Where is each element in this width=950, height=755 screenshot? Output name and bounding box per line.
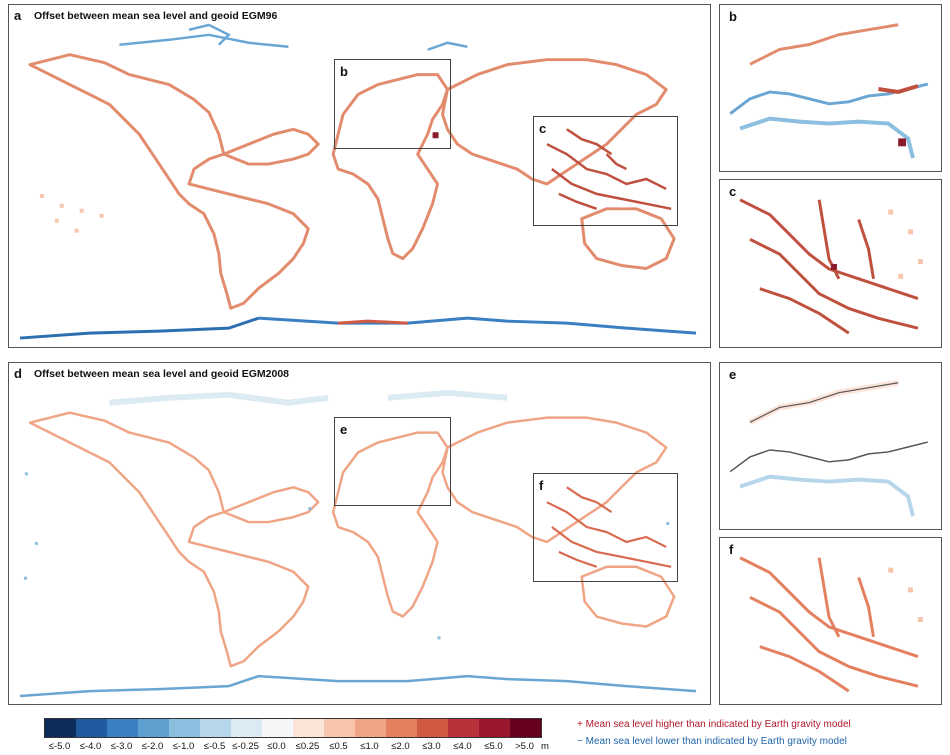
colorbar-tick-label: ≤-0.5 bbox=[203, 741, 226, 752]
coastline-pos-egm2008 bbox=[28, 411, 676, 668]
arctic-coast-egm96 bbox=[119, 23, 468, 51]
inset-letter-f: f bbox=[727, 542, 736, 557]
colorbar-swatch bbox=[262, 719, 293, 737]
colorbar-tick-label: ≤0.5 bbox=[329, 741, 348, 752]
panel-letter-d: d bbox=[14, 366, 22, 381]
maritime-se-asia-egm96 bbox=[546, 128, 672, 211]
antarctic-coast-egm2008 bbox=[19, 674, 697, 698]
colorbar-swatch bbox=[510, 719, 541, 737]
colorbar-swatch bbox=[355, 719, 386, 737]
antarctic-coast-egm96 bbox=[19, 316, 697, 340]
inset-letter-b: b bbox=[727, 9, 739, 24]
inset-panel-c: c bbox=[719, 179, 942, 348]
colorbar-tick-label: ≤-1.0 bbox=[172, 741, 195, 752]
colorbar-tick-label: ≤-2.0 bbox=[141, 741, 164, 752]
colorbar-tick-labels: ≤-5.0 ≤-4.0 ≤-3.0 ≤-2.0 ≤-1.0 ≤-0.5 ≤-0.25 ≤0.0… bbox=[44, 741, 540, 753]
colorbar-swatch bbox=[479, 719, 510, 737]
inset-map-b bbox=[729, 23, 929, 159]
red-sea-extreme-b bbox=[898, 138, 907, 147]
colorbar-tick-label: ≤0.0 bbox=[267, 741, 286, 752]
colorbar-unit: m bbox=[541, 741, 549, 752]
colorbar-swatch bbox=[293, 719, 324, 737]
inset-letter-e: e bbox=[727, 367, 739, 382]
arctic-coast-egm2008 bbox=[109, 389, 508, 406]
colorbar-tick-label: ≤-3.0 bbox=[110, 741, 133, 752]
colorbar-swatch bbox=[324, 719, 355, 737]
map-panel-egm2008: d Offset between mean sea level and geoi… bbox=[8, 362, 711, 705]
panel-title-a: Offset between mean sea level and geoid … bbox=[34, 10, 278, 22]
colorbar-swatch bbox=[45, 719, 76, 737]
inset-panel-e: e bbox=[719, 362, 942, 530]
inset-letter-c: c bbox=[727, 184, 739, 199]
zoom-label-b: b bbox=[338, 64, 350, 79]
inset-map-e bbox=[729, 379, 929, 517]
colorbar-swatch bbox=[448, 719, 479, 737]
map-egm96 bbox=[19, 23, 697, 340]
inset-panel-b: b bbox=[719, 4, 942, 172]
inset-map-c bbox=[739, 198, 923, 335]
colorbar-swatch bbox=[107, 719, 138, 737]
colorbar-swatch bbox=[231, 719, 262, 737]
colorbar-tick-label: ≤2.0 bbox=[391, 741, 410, 752]
inset-map-f bbox=[739, 556, 923, 693]
legend-positive: + Mean sea level higher than indicated b… bbox=[577, 719, 851, 730]
colorbar-tick-label: ≤1.0 bbox=[360, 741, 379, 752]
red-sea-extreme-egm96 bbox=[432, 132, 439, 139]
colorbar-tick-label: ≤0.25 bbox=[295, 741, 320, 752]
colorbar bbox=[44, 718, 542, 738]
zoom-label-e: e bbox=[338, 422, 350, 437]
panel-title-d: Offset between mean sea level and geoid … bbox=[34, 368, 290, 380]
maritime-se-asia-egm2008 bbox=[546, 486, 672, 568]
colorbar-tick-label: ≤5.0 bbox=[484, 741, 503, 752]
pacific-islands-egm96 bbox=[39, 193, 104, 233]
colorbar-swatch bbox=[138, 719, 169, 737]
coastline-pos-egm96 bbox=[28, 53, 676, 310]
panel-letter-a: a bbox=[14, 8, 22, 23]
scattered-pixels-egm2008 bbox=[23, 472, 670, 640]
colorbar-tick-label: ≤4.0 bbox=[453, 741, 472, 752]
zoom-box-c bbox=[533, 116, 678, 226]
map-panel-egm96: a Offset between mean sea level and geoi… bbox=[8, 4, 711, 348]
zoom-box-f bbox=[533, 473, 678, 582]
legend-negative: − Mean sea level lower than indicated by… bbox=[577, 736, 847, 747]
zoom-label-c: c bbox=[537, 121, 549, 136]
zoom-box-e bbox=[334, 417, 451, 506]
inset-panel-f: f bbox=[719, 537, 942, 705]
zoom-box-b bbox=[334, 59, 451, 149]
colorbar-tick-label: >5.0 bbox=[515, 741, 534, 752]
extreme-c bbox=[830, 263, 837, 270]
zoom-label-f: f bbox=[537, 478, 546, 493]
colorbar-swatch bbox=[386, 719, 417, 737]
colorbar-tick-label: ≤3.0 bbox=[422, 741, 441, 752]
colorbar-swatch bbox=[169, 719, 200, 737]
colorbar-tick-label: ≤-5.0 bbox=[48, 741, 71, 752]
colorbar-tick-label: ≤-4.0 bbox=[79, 741, 102, 752]
map-egm2008 bbox=[19, 389, 697, 698]
colorbar-tick-label: ≤-0.25 bbox=[232, 741, 259, 752]
colorbar-swatch bbox=[76, 719, 107, 737]
colorbar-swatch bbox=[200, 719, 231, 737]
colorbar-swatch bbox=[417, 719, 448, 737]
